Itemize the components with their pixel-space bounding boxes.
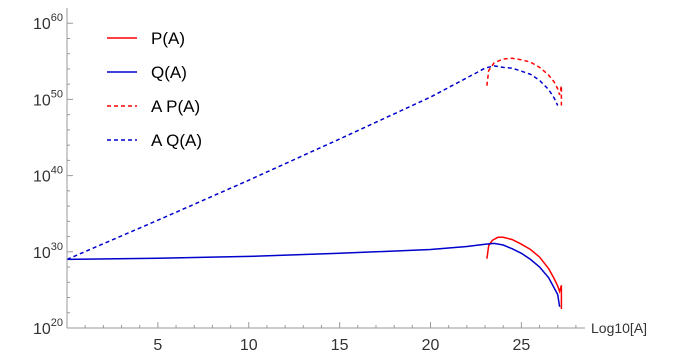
legend-label: Q(A) bbox=[151, 63, 187, 82]
series-line-q-a bbox=[67, 242, 561, 307]
y-tick-exponent: 30 bbox=[51, 241, 63, 253]
y-tick-label: 1020 bbox=[33, 317, 63, 338]
x-tick-label: 15 bbox=[331, 337, 349, 351]
legend-label: P(A) bbox=[151, 29, 185, 48]
legend-label: A P(A) bbox=[151, 97, 200, 116]
legend-label: A Q(A) bbox=[151, 131, 202, 150]
y-tick-base: 10 bbox=[33, 92, 51, 109]
x-tick-label: 25 bbox=[512, 337, 530, 351]
x-tick-label: 5 bbox=[153, 337, 162, 351]
series-line-p-a bbox=[486, 236, 563, 309]
y-tick-label: 1040 bbox=[33, 165, 63, 186]
y-tick-label: 1060 bbox=[33, 12, 63, 33]
series-line-a-q-a bbox=[67, 65, 559, 261]
y-tick-exponent: 20 bbox=[51, 317, 63, 329]
series-line-a-p-a bbox=[486, 57, 563, 106]
legend: P(A) Q(A) A P(A) A Q(A) bbox=[107, 29, 202, 150]
y-tick-exponent: 40 bbox=[51, 165, 63, 177]
x-tick-label: 10 bbox=[240, 337, 258, 351]
x-tick-label: 20 bbox=[422, 337, 440, 351]
y-tick-exponent: 50 bbox=[51, 88, 63, 100]
y-tick-base: 10 bbox=[33, 169, 51, 186]
y-tick-base: 10 bbox=[33, 321, 51, 338]
y-tick-base: 10 bbox=[33, 16, 51, 33]
x-axis-label: Log10[A] bbox=[591, 320, 647, 336]
y-tick-exponent: 60 bbox=[51, 12, 63, 24]
y-tick-label: 1050 bbox=[33, 88, 63, 109]
plot-area bbox=[67, 57, 563, 309]
y-tick-base: 10 bbox=[33, 245, 51, 262]
y-tick-label: 1030 bbox=[33, 241, 63, 262]
